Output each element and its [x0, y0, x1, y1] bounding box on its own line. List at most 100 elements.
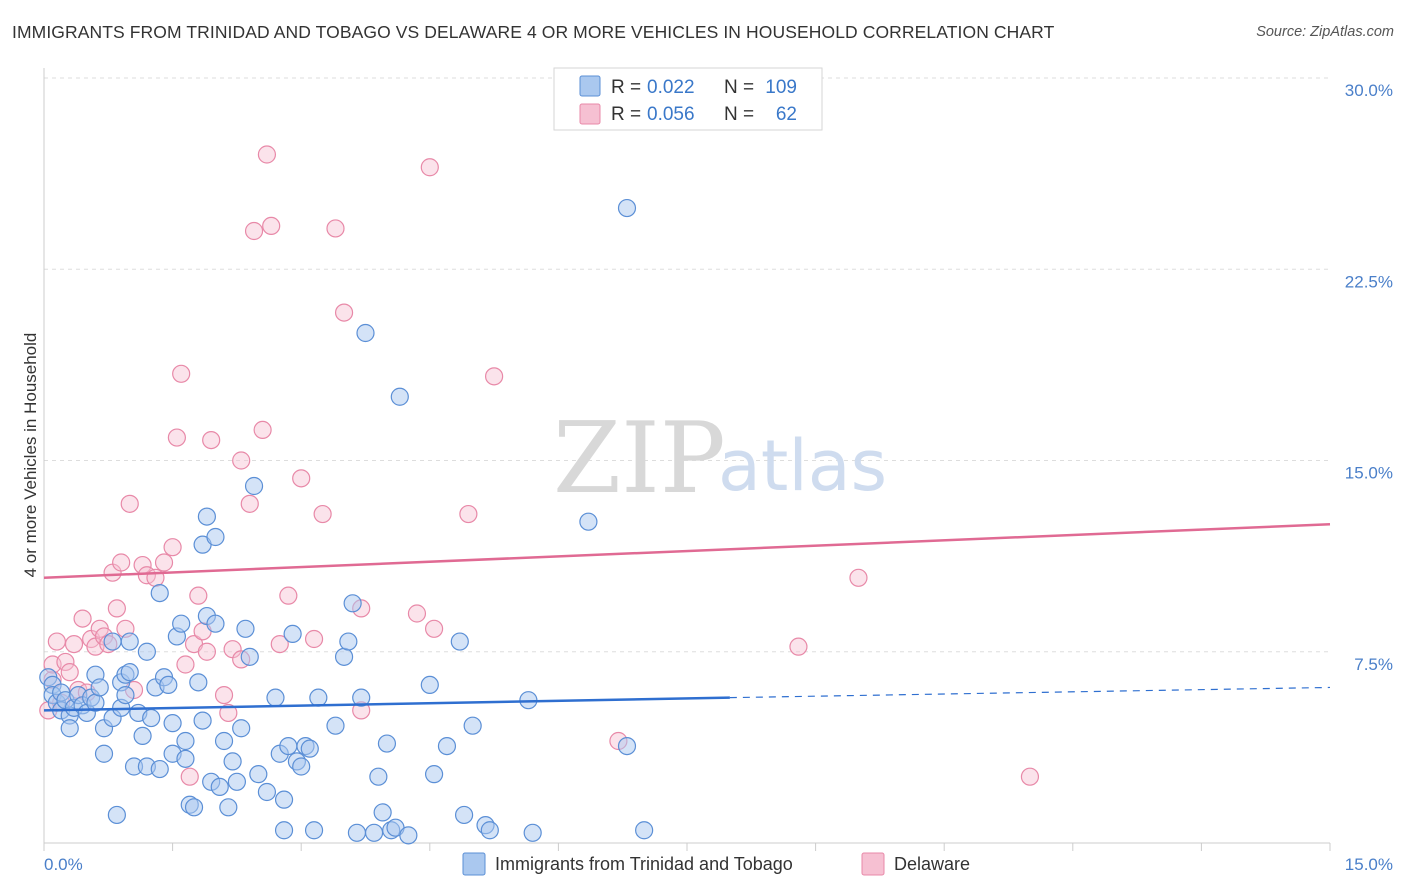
- watermark: ZIP atlas: [553, 402, 887, 516]
- trinidad-point: [352, 688, 371, 707]
- delaware-point: [189, 586, 208, 605]
- delaware-point: [244, 221, 264, 241]
- trinidad-point: [579, 512, 598, 531]
- y-tick-label-3: 30.0%: [1345, 81, 1393, 100]
- trinidad-trend-line: [43, 696, 730, 712]
- delaware-point: [279, 586, 298, 605]
- delaware-point: [459, 504, 478, 524]
- trinidad-point: [244, 476, 264, 496]
- trinidad-points: [39, 198, 654, 845]
- trinidad-point: [210, 777, 229, 797]
- delaware-point: [219, 703, 238, 723]
- trinidad-point: [463, 716, 482, 735]
- trinidad-point: [390, 387, 409, 406]
- trend-lines: [43, 523, 1331, 712]
- delaware-point: [167, 428, 186, 447]
- trinidad-point: [399, 826, 418, 845]
- trinidad-point: [283, 624, 302, 644]
- trinidad-point: [120, 632, 139, 651]
- trinidad-point: [219, 798, 238, 817]
- x-tick-label-0: 0.0%: [44, 855, 83, 874]
- delaware-point: [197, 642, 216, 661]
- legend-swatch-blue: [579, 75, 601, 97]
- legend-n-label-1: N =: [724, 77, 754, 98]
- trinidad-point: [90, 678, 109, 697]
- y-tick-labels: 7.5% 15.0% 22.5% 30.0%: [1345, 81, 1393, 674]
- trinidad-point: [107, 805, 126, 825]
- delaware-point: [154, 553, 174, 572]
- trinidad-point: [356, 323, 375, 343]
- delaware-point: [424, 619, 444, 638]
- trinidad-point: [223, 752, 242, 771]
- trinidad-point: [150, 583, 169, 603]
- legend-r-label-2: R =: [611, 104, 641, 125]
- trinidad-point: [326, 716, 345, 735]
- delaware-point: [64, 634, 84, 654]
- delaware-point: [270, 634, 289, 654]
- trinidad-point: [142, 708, 161, 728]
- trinidad-point: [240, 647, 259, 666]
- trinidad-point: [523, 823, 542, 842]
- grid-lines: [44, 77, 1330, 653]
- trinidad-point: [617, 736, 637, 756]
- legend-swatch-pink: [579, 103, 601, 125]
- y-tick-label-0: 7.5%: [1354, 655, 1393, 674]
- delaware-point: [1020, 767, 1040, 786]
- trinidad-point: [635, 821, 654, 840]
- delaware-point: [112, 553, 131, 572]
- trinidad-point: [133, 726, 152, 746]
- trinidad-point: [116, 685, 135, 705]
- delaware-point: [120, 494, 139, 513]
- trinidad-point: [163, 714, 182, 733]
- delaware-point: [334, 303, 354, 322]
- delaware-point: [313, 504, 332, 524]
- trinidad-point: [227, 772, 246, 791]
- trinidad-point: [450, 632, 469, 651]
- delaware-point: [73, 609, 92, 628]
- trinidad-point: [184, 798, 204, 817]
- trinidad-point: [249, 765, 268, 784]
- trinidad-point: [300, 739, 319, 758]
- trinidad-point: [193, 711, 212, 730]
- trinidad-point: [266, 688, 285, 707]
- trinidad-point: [617, 198, 637, 218]
- delaware-point: [172, 364, 191, 383]
- delaware-point: [202, 431, 221, 450]
- trinidad-point: [424, 765, 444, 784]
- trinidad-point: [304, 821, 324, 840]
- trinidad-point: [60, 719, 79, 738]
- delaware-point: [180, 767, 199, 786]
- trinidad-point: [137, 642, 156, 661]
- trinidad-point: [373, 803, 392, 822]
- trinidad-point: [279, 736, 298, 756]
- trinidad-point: [437, 736, 457, 756]
- delaware-point: [60, 663, 79, 682]
- y-tick-label-2: 22.5%: [1345, 272, 1393, 291]
- delaware-points: [39, 145, 1040, 786]
- delaware-point: [304, 629, 324, 649]
- trinidad-point: [274, 821, 294, 840]
- trinidad-point: [189, 673, 208, 692]
- trinidad-point: [292, 757, 311, 776]
- delaware-point: [326, 219, 345, 238]
- trinidad-point: [232, 719, 251, 738]
- bottom-legend-swatch-blue: [462, 852, 486, 876]
- delaware-point: [292, 469, 311, 488]
- delaware-point: [214, 685, 234, 705]
- delaware-point: [56, 652, 75, 672]
- delaware-point: [253, 420, 272, 439]
- trinidad-point: [364, 823, 384, 842]
- delaware-point: [485, 367, 504, 386]
- delaware-point: [240, 494, 259, 513]
- trinidad-point: [236, 619, 255, 638]
- trinidad-point: [206, 614, 225, 633]
- delaware-point: [262, 216, 281, 235]
- trinidad-point: [309, 688, 328, 707]
- trinidad-point: [343, 594, 362, 613]
- bottom-legend-label-trinidad: Immigrants from Trinidad and Tobago: [495, 854, 793, 874]
- bottom-legend-label-delaware: Delaware: [894, 854, 970, 874]
- chart-title: IMMIGRANTS FROM TRINIDAD AND TOBAGO VS D…: [12, 22, 1055, 42]
- trinidad-point: [120, 663, 139, 682]
- delaware-point: [107, 599, 126, 618]
- legend-r-label-1: R =: [611, 77, 641, 98]
